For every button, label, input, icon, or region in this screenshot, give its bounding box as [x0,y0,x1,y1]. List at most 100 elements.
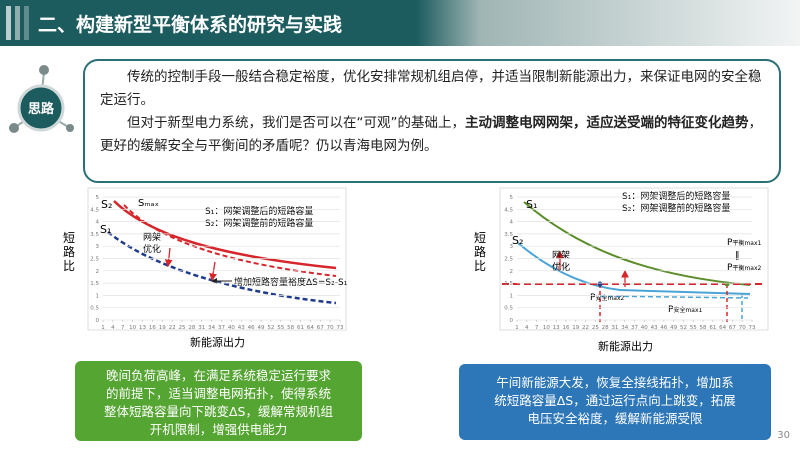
note-line: 开机限制，增强供电能力 [149,422,288,437]
y-tick-label: 0.5 [90,306,99,312]
y-axis-title: 短 [474,231,486,245]
badge-text: 思路 [28,101,55,117]
arrow [164,247,173,268]
x-tick-label: 55 [277,325,284,331]
header-deco [24,6,29,40]
x-tick-label: 73 [337,325,344,331]
x-tick-label: 40 [641,325,648,331]
x-tick-label: 43 [651,325,658,331]
paragraph: 传统的控制手段一般结合稳定裕度，优化安排常规机组启停，并适当限制新能源出力，来保… [100,66,768,112]
x-tick-label: 49 [258,325,265,331]
x-tick-label: 28 [602,325,609,331]
x-tick-label: 4 [525,325,529,331]
annotation: 网架 [552,250,570,261]
y-tick-label: 3 [510,244,514,250]
curve-label: S₁ [526,198,537,211]
point-label-sub: 平衡max1 [732,239,761,247]
point-label: P平衡max2 [727,263,762,273]
curve-s1 [523,201,751,286]
x-tick-label: 67 [729,325,736,331]
x-tick-label: 7 [535,325,539,331]
deco-dot [39,65,49,75]
text-run: 但对于新型电力系统，我们是否可以在“可观”的基础上， [127,115,465,131]
point-label-base: P [727,238,733,248]
paragraph: 但对于新型电力系统，我们是否可以在“可观”的基础上，主动调整电网网架，适应送受端… [100,112,768,158]
annotation: 优化 [143,243,161,255]
right-chart: S₁ S₂ S₁：网架调整后的短路容量 S₂：网架调整前的短路容量 网架 优化 … [474,187,769,353]
x-tick-label: 16 [562,325,569,331]
x-tick-label: 64 [307,325,314,331]
x-tick-label: 73 [749,325,756,331]
point-label-sub: 平衡max2 [732,264,761,272]
x-tick-label: 19 [572,325,579,331]
x-tick-label: 4 [111,325,115,331]
curve-label: S₂ [512,234,523,247]
x-tick-label: 7 [121,325,125,331]
curve-label: S₂ [101,198,112,211]
x-tick-label: 1 [515,325,519,331]
point [724,281,730,287]
y-tick-label: 0 [96,318,100,324]
note-line: 午间新能源大发，恢复全接线拓扑，增加系 [496,375,734,390]
note-line: 晚间负荷高峰，在满足系统稳定运行要求 [105,368,331,383]
x-tick-label: 70 [327,325,334,331]
note-line: 统短路容量ΔS，通过运行点向上跳变，拓展 [494,393,736,408]
left-chart: S₂ Sₘₐₓ S₁ S₁：网架调整后的短路容量 S₂：网架调整前的短路容量 网… [63,187,348,349]
page-number: 30 [777,430,790,441]
note-line: 电压安全裕度，缓解新能源受限 [527,411,703,426]
y-tick-label: 4 [510,220,514,226]
y-tick-label: 2.5 [504,257,513,263]
y-tick-label: 4.5 [90,207,99,213]
text-run: 主动调整电网网架，适应送受端的特征变化趋势 [465,115,749,131]
intro-box [83,59,781,183]
x-tick-label: 28 [188,325,195,331]
x-tick-label: 70 [739,325,746,331]
deco-dot [9,123,19,133]
limit-line [599,295,749,299]
x-tick-label: 16 [149,325,156,331]
text-run: 传统的控制手段一般结合稳定裕度，优化安排常规机组启停，并适当限制新能源出力，来保… [100,69,762,108]
x-tick-label: 49 [670,325,677,331]
chart-frame [499,187,769,331]
x-tick-label: 55 [690,325,697,331]
curve-smax [123,204,337,277]
x-tick-label: 34 [621,325,628,331]
x-tick-label: 13 [553,325,560,331]
x-tick-label: 52 [267,325,274,331]
x-axis-title: 新能源出力 [190,335,245,349]
legend-text: S₂：网架调整前的短路容量 [205,217,313,229]
curve-s2 [517,242,751,295]
curve-s2 [113,200,337,270]
x-tick-label: 25 [592,325,599,331]
note-line: 整体短路容量向下跳变ΔS，缓解常规机组 [104,404,333,419]
note-box: 晚间负荷高峰，在满足系统稳定运行要求 的前提下，适当调整电网拓扑，使得系统 整体短路… [75,361,362,441]
y-tick-label: 1 [96,293,100,299]
curve-s1 [107,231,337,305]
x-tick-label: 61 [709,325,716,331]
y-tick-label: 2 [510,269,514,275]
intro-text: 传统的控制手段一般结合稳定裕度，优化安排常规机组启停，并适当限制新能源出力，来保… [100,66,768,158]
deco-dot [66,124,74,132]
x-tick-label: 46 [660,325,667,331]
x-tick-label: 34 [208,325,215,331]
annotation: 优化 [552,261,570,273]
y-tick-label: 2 [96,269,100,275]
x-tick-label: 1 [101,325,105,331]
point [597,281,603,287]
x-tick-label: 10 [543,325,550,331]
point-label-base: P [727,263,733,273]
x-tick-label: 22 [582,325,589,331]
x-tick-label: 61 [297,325,304,331]
header-bar [0,0,800,46]
slide-title: 二、构建新型平衡体系的研究与实践 [38,14,343,36]
x-tick-label: 37 [631,325,638,331]
y-axis-title: 路 [63,244,75,259]
point-label: ‖ [735,251,740,261]
y-axis-title: 比 [474,259,486,273]
y-tick-label: 1.5 [504,281,513,287]
y-axis-title: 比 [63,259,75,273]
y-tick-label: 5 [96,195,100,201]
x-axis-title: 新能源出力 [598,339,653,353]
x-tick-label: 31 [198,325,205,331]
